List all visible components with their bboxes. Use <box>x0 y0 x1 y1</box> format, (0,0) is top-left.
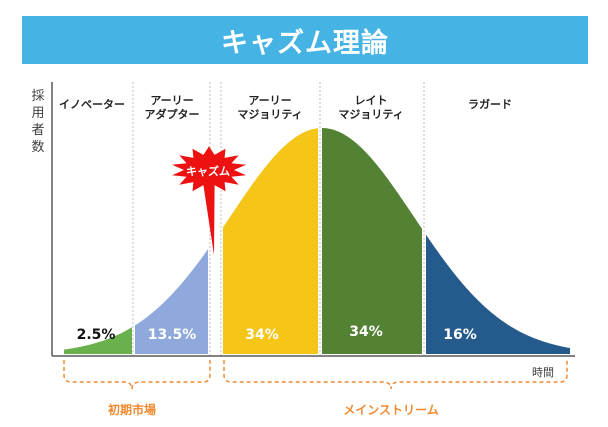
segment-label-line: アダプター <box>145 107 200 121</box>
segment-early-majority-area <box>223 128 318 354</box>
segment-laggards-area <box>426 234 570 354</box>
chasm-label: キャズム <box>186 164 230 178</box>
segment-label-laggards: ラガード <box>468 97 512 111</box>
y-axis-label-char: 数 <box>31 140 44 155</box>
segment-label-line: レイト <box>355 94 388 107</box>
segment-label-early-adopters: アーリーアダプター <box>145 94 200 121</box>
segment-label-line: ラガード <box>468 97 512 111</box>
y-axis-label-char: 採 <box>31 89 44 104</box>
segment-early-adopters-area <box>135 249 208 354</box>
bracket-early-market <box>63 360 211 390</box>
page-title: キャズム理論 <box>221 27 389 59</box>
title-banner: キャズム理論 <box>22 16 588 64</box>
bracket-mainstream <box>223 360 568 390</box>
segment-label-early-majority: アーリーマジョリティ <box>237 94 302 121</box>
percent-early-adopters: 13.5% <box>148 327 197 343</box>
segment-label-line: マジョリティ <box>237 108 302 121</box>
y-axis-label: 採用者数 <box>31 89 44 155</box>
market-label-mainstream: メインストリーム <box>343 403 438 417</box>
x-axis-label: 時間 <box>532 366 554 379</box>
percent-laggards: 16% <box>443 327 477 343</box>
percent-early-majority: 34% <box>245 327 279 343</box>
segment-late-majority-area <box>322 128 422 354</box>
y-axis-label-char: 用 <box>31 106 44 121</box>
segment-label-line: アーリー <box>248 94 291 107</box>
segment-label-line: マジョリティ <box>338 108 403 121</box>
segment-label-line: イノベーター <box>59 98 125 111</box>
segment-label-late-majority: レイトマジョリティ <box>338 94 403 121</box>
market-label-early: 初期市場 <box>108 402 156 417</box>
percent-innovators: 2.5% <box>77 327 116 343</box>
segment-label-innovators: イノベーター <box>59 98 125 111</box>
segment-innovators-area <box>64 327 132 354</box>
percent-late-majority: 34% <box>349 324 383 340</box>
y-axis-label-char: 者 <box>31 123 44 138</box>
chasm-burst-shape <box>172 146 246 255</box>
segment-label-line: アーリー <box>150 94 193 107</box>
